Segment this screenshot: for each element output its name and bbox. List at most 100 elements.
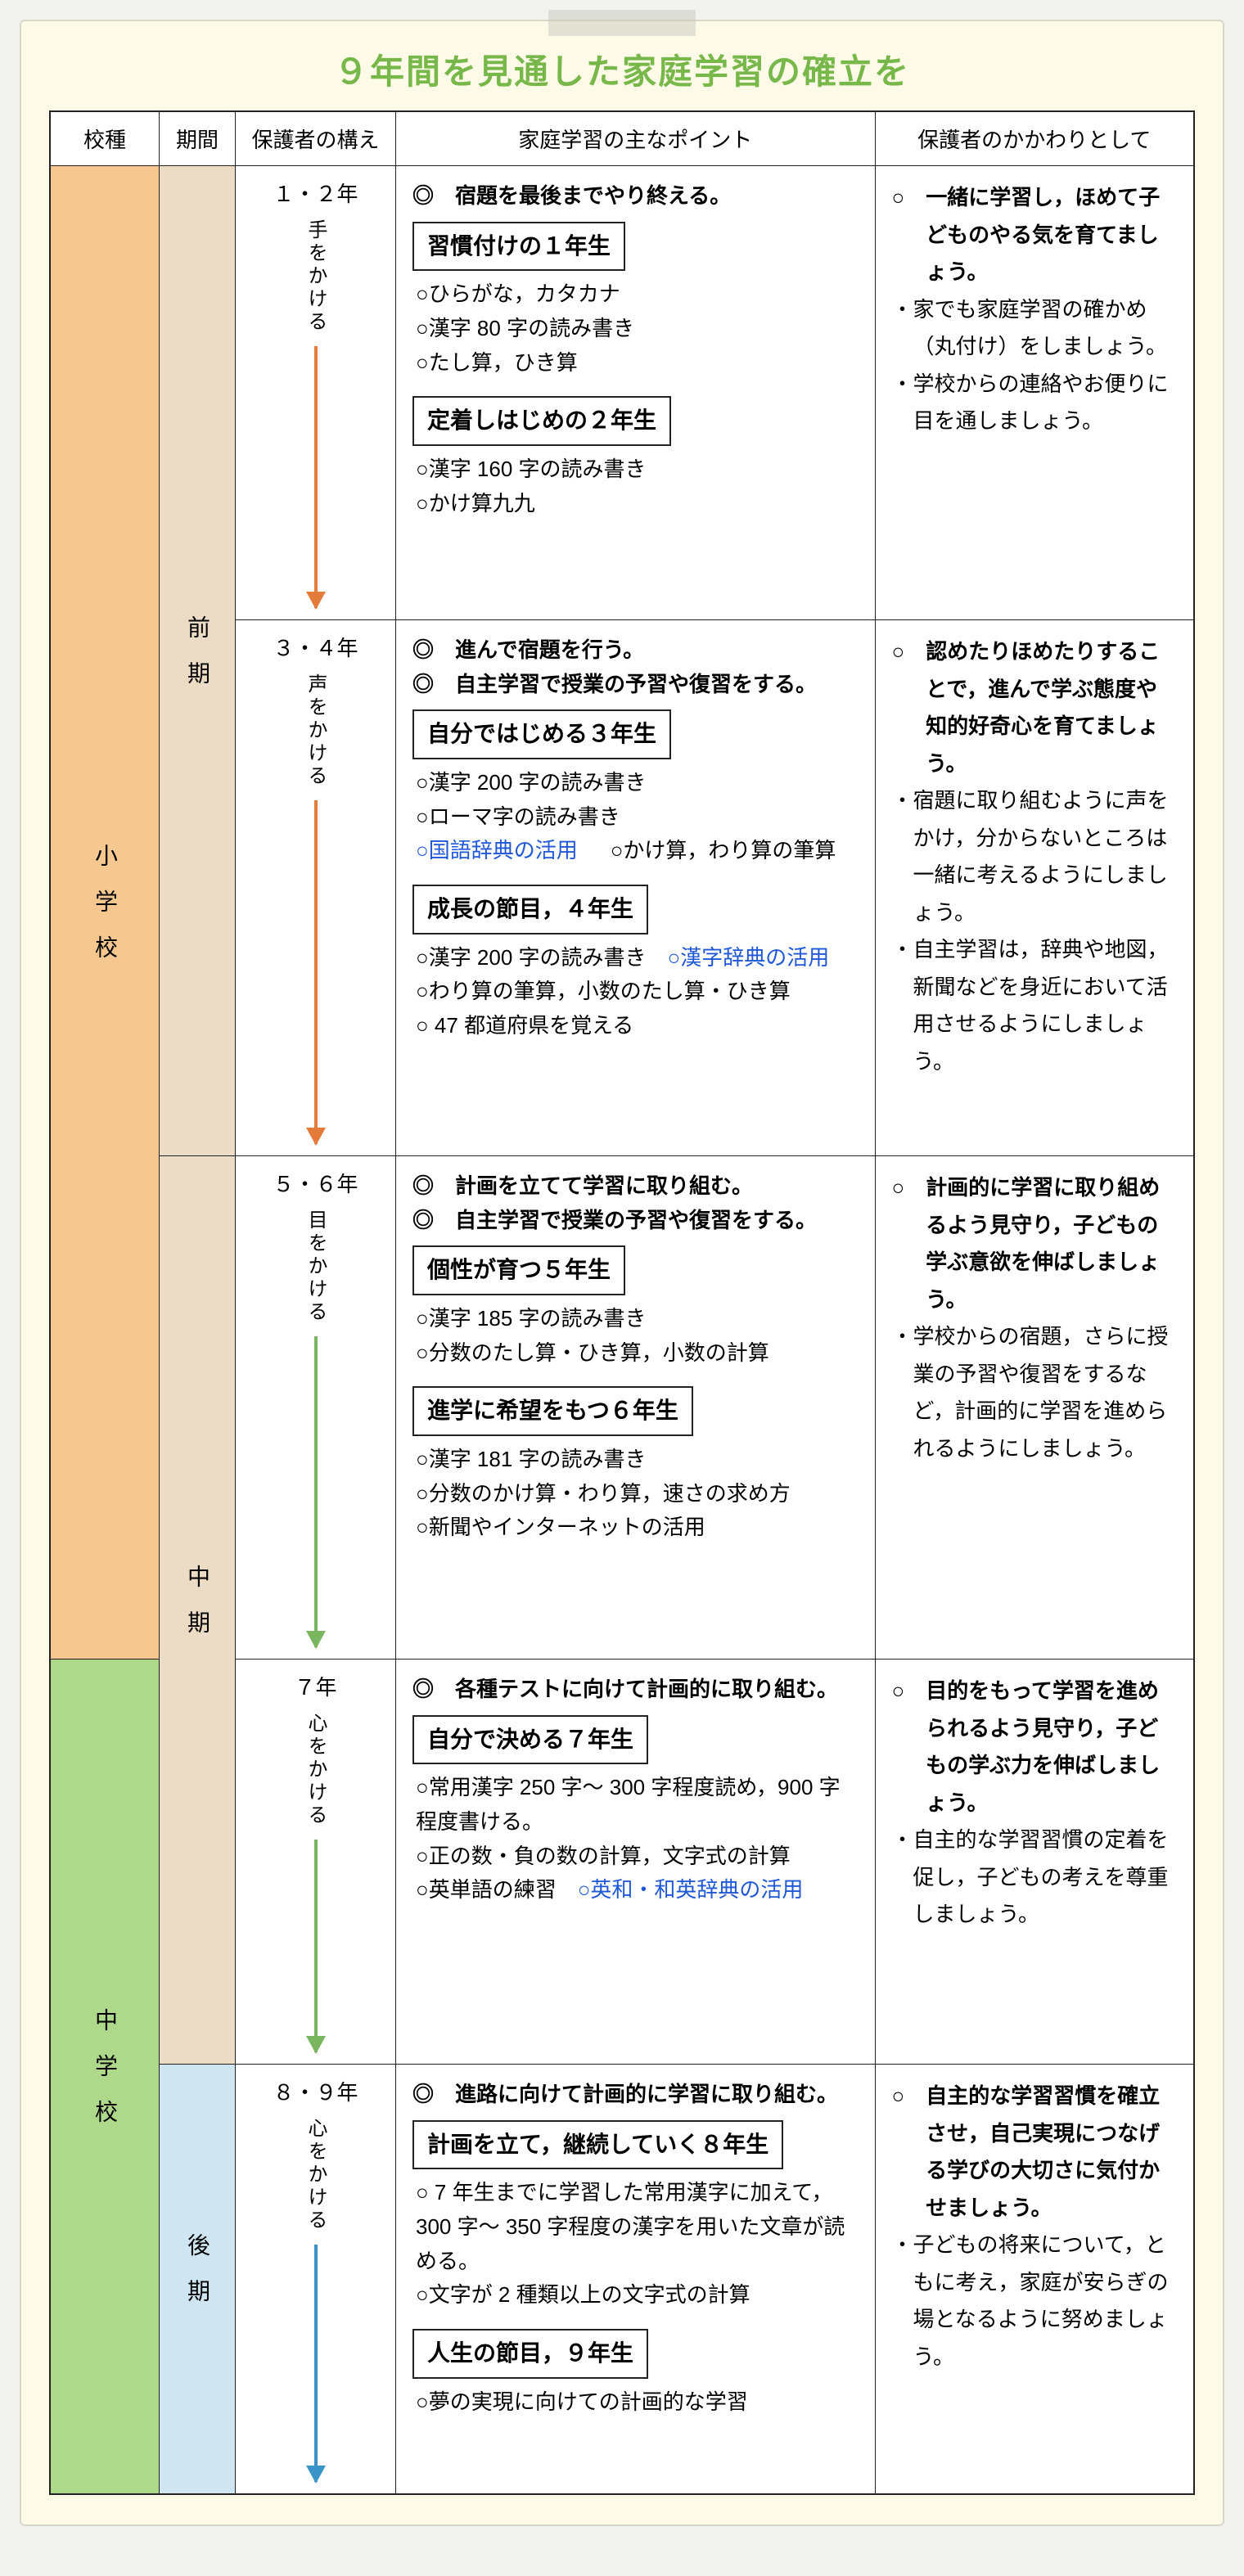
item: ○漢字 181 字の読み書き <box>416 1443 859 1477</box>
stance-r34: 声をかける <box>301 673 330 788</box>
item: ○漢字 200 字の読み書き ○漢字辞典の活用 <box>416 941 859 975</box>
header-row: 校種 期間 保護者の構え 家庭学習の主なポイント 保護者のかかわりとして <box>50 111 1194 166</box>
row-r56: 中期 ５・６年 目をかける ◎ 計画を立てて学習に取り組む。◎ 自主学習で授業の… <box>50 1156 1194 1660</box>
stance-cell-r56: ５・６年 目をかける <box>236 1156 396 1660</box>
grade-box: 人生の節目，９年生 <box>412 2329 648 2379</box>
item: ○分数のかけ算・わり算，速さの求め方 <box>416 1477 859 1511</box>
item: ○漢字 185 字の読み書き <box>416 1302 859 1336</box>
grade-box: 計画を立て，継続していく８年生 <box>412 2120 783 2170</box>
parent-r89: ○ 自主的な学習習慣を確立させ，自己実現につなげる学びの大切さに気付かせましょう… <box>875 2065 1194 2495</box>
grade-box: 進学に希望をもつ６年生 <box>412 1386 693 1436</box>
arrow-r89 <box>314 2245 318 2482</box>
grade-box: 定着しはじめの２年生 <box>412 396 671 446</box>
arrow-r34 <box>314 800 318 1144</box>
hdr-school: 校種 <box>50 111 160 166</box>
parent-sub: ・宿題に取り組むように声をかけ，分からないところは一緒に考えるようにしましょう。 <box>892 782 1178 931</box>
stance-r7: 心をかける <box>301 1713 330 1827</box>
parent-r12: ○ 一緒に学習し，ほめて子どものやる気を育てましょう。・家でも家庭学習の確かめ（… <box>875 166 1194 620</box>
years-r7: ７年 <box>244 1671 387 1701</box>
stance-r56: 目をかける <box>301 1209 330 1324</box>
item: ○ひらがな，カタカナ <box>416 277 859 312</box>
study-table: 校種 期間 保護者の構え 家庭学習の主なポイント 保護者のかかわりとして 小学校… <box>49 110 1195 2495</box>
parent-lead: ○ 自主的な学習習慣を確立させ，自己実現につなげる学びの大切さに気付かせましょう… <box>892 2078 1178 2227</box>
item: ○わり算の筆算，小数のたし算・ひき算 <box>416 975 859 1009</box>
parent-sub: ・学校からの連絡やお便りに目を通しましょう。 <box>892 366 1178 440</box>
stance-r12: 手をかける <box>301 219 330 334</box>
stance-cell-r12: １・２年 手をかける <box>236 166 396 620</box>
stance-cell-r34: ３・４年 声をかける <box>236 620 396 1156</box>
row-r89: 後期 ８・９年 心をかける ◎ 進路に向けて計画的に学習に取り組む。計画を立て，… <box>50 2065 1194 2495</box>
arrow-r56 <box>314 1336 318 1647</box>
parent-lead: ○ 計画的に学習に取り組めるよう見守り，子どもの学ぶ意欲を伸ばしましょう。 <box>892 1169 1178 1318</box>
parent-lead: ○ 認めたりほめたりすることで，進んで学ぶ態度や知的好奇心を育てましょう。 <box>892 633 1178 782</box>
stance-cell-r89: ８・９年 心をかける <box>236 2065 396 2495</box>
parent-lead: ○ 一緒に学習し，ほめて子どものやる気を育てましょう。 <box>892 179 1178 291</box>
parent-r34: ○ 認めたりほめたりすることで，進んで学ぶ態度や知的好奇心を育てましょう。・宿題… <box>875 620 1194 1156</box>
period-early: 前期 <box>160 166 236 1156</box>
parent-lead: ○ 目的をもって学習を進められるよう見守り，子どもの学ぶ力を伸ばしましょう。 <box>892 1673 1178 1822</box>
parent-sub: ・家でも家庭学習の確かめ（丸付け）をしましょう。 <box>892 291 1178 366</box>
tape-decoration <box>548 10 696 36</box>
grade-box: 自分ではじめる３年生 <box>412 709 671 759</box>
item: ○分数のたし算・ひき算，小数の計算 <box>416 1336 859 1371</box>
item: ○ 7 年生までに学習した常用漢字に加えて，300 字〜 350 字程度の漢字を… <box>416 2176 859 2278</box>
item: ○英単語の練習 ○英和・和英辞典の活用 <box>416 1873 859 1907</box>
item-list: ○ひらがな，カタカナ○漢字 80 字の読み書き○たし算，ひき算 <box>416 277 859 380</box>
lead: ◎ 自主学習で授業の予習や復習をする。 <box>412 668 859 702</box>
years-r89: ８・９年 <box>244 2076 387 2106</box>
lead: ◎ 自主学習で授業の予習や復習をする。 <box>412 1204 859 1238</box>
row-r12: 小学校 前期 １・２年 手をかける ◎ 宿題を最後までやり終える。習慣付けの１年… <box>50 166 1194 620</box>
item: ○ 47 都道府県を覚える <box>416 1009 859 1043</box>
grade-box: 自分で決める７年生 <box>412 1715 648 1765</box>
hdr-stance: 保護者の構え <box>236 111 396 166</box>
item: ○正の数・負の数の計算，文字式の計算 <box>416 1840 859 1874</box>
lead: ◎ 計画を立てて学習に取り組む。 <box>412 1169 859 1204</box>
arrow-r12 <box>314 346 318 608</box>
parent-sub: ・子どもの将来について，ともに考え，家庭が安らぎの場となるように努めましょう。 <box>892 2227 1178 2376</box>
item-list: ○漢字 160 字の読み書き○かけ算九九 <box>416 453 859 520</box>
stance-r89: 心をかける <box>301 2118 330 2232</box>
hdr-points: 家庭学習の主なポイント <box>396 111 876 166</box>
points-r34: ◎ 進んで宿題を行う。◎ 自主学習で授業の予習や復習をする。自分ではじめる３年生… <box>396 620 876 1156</box>
item: ○たし算，ひき算 <box>416 346 859 381</box>
item-list: ○ 7 年生までに学習した常用漢字に加えて，300 字〜 350 字程度の漢字を… <box>416 2176 859 2312</box>
lead: ◎ 進路に向けて計画的に学習に取り組む。 <box>412 2078 859 2112</box>
years-r12: １・２年 <box>244 178 387 208</box>
item: ○文字が 2 種類以上の文字式の計算 <box>416 2278 859 2313</box>
grade-box: 個性が育つ５年生 <box>412 1245 625 1295</box>
item-list: ○漢字 185 字の読み書き○分数のたし算・ひき算，小数の計算 <box>416 1302 859 1370</box>
lead: ◎ 宿題を最後までやり終える。 <box>412 179 859 214</box>
school-jhs: 中学校 <box>50 1660 160 2495</box>
school-elem: 小学校 <box>50 166 160 1660</box>
item: ○新聞やインターネットの活用 <box>416 1511 859 1545</box>
item: ○漢字 80 字の読み書き <box>416 312 859 346</box>
item-list: ○漢字 181 字の読み書き○分数のかけ算・わり算，速さの求め方○新聞やインター… <box>416 1443 859 1545</box>
parent-r7: ○ 目的をもって学習を進められるよう見守り，子どもの学ぶ力を伸ばしましょう。・自… <box>875 1660 1194 2065</box>
hdr-parent: 保護者のかかわりとして <box>875 111 1194 166</box>
stance-cell-r7: ７年 心をかける <box>236 1660 396 2065</box>
hdr-period: 期間 <box>160 111 236 166</box>
period-late: 後期 <box>160 2065 236 2495</box>
years-r56: ５・６年 <box>244 1168 387 1198</box>
item-list: ○漢字 200 字の読み書き ○漢字辞典の活用○わり算の筆算，小数のたし算・ひき… <box>416 941 859 1043</box>
lead: ◎ 各種テストに向けて計画的に取り組む。 <box>412 1673 859 1707</box>
item: ○国語辞典の活用 ○かけ算，わり算の筆算 <box>416 834 859 868</box>
years-r34: ３・４年 <box>244 632 387 662</box>
page-title: ９年間を見通した家庭学習の確立を <box>49 44 1195 94</box>
item-list: ○漢字 200 字の読み書き○ローマ字の読み書き○国語辞典の活用 ○かけ算，わり… <box>416 766 859 868</box>
points-r7: ◎ 各種テストに向けて計画的に取り組む。自分で決める７年生 ○常用漢字 250 字… <box>396 1660 876 2065</box>
item: ○ローマ字の読み書き <box>416 800 859 835</box>
parent-sub: ・学校からの宿題，さらに授業の予習や復習をするなど，計画的に学習を進められるよう… <box>892 1318 1178 1467</box>
item: ○かけ算九九 <box>416 487 859 521</box>
points-r89: ◎ 進路に向けて計画的に学習に取り組む。計画を立て，継続していく８年生 ○ 7 年… <box>396 2065 876 2495</box>
parent-r56: ○ 計画的に学習に取り組めるよう見守り，子どもの学ぶ意欲を伸ばしましょう。・学校… <box>875 1156 1194 1660</box>
page: ９年間を見通した家庭学習の確立を 校種 期間 保護者の構え 家庭学習の主なポイン… <box>20 20 1224 2526</box>
period-mid: 中期 <box>160 1156 236 2065</box>
item: ○夢の実現に向けての計画的な学習 <box>416 2385 859 2420</box>
parent-sub: ・自主的な学習習慣の定着を促し，子どもの考えを尊重しましょう。 <box>892 1822 1178 1934</box>
grade-box: 成長の節目，４年生 <box>412 885 648 934</box>
lead: ◎ 進んで宿題を行う。 <box>412 633 859 668</box>
item-list: ○常用漢字 250 字〜 300 字程度読め，900 字程度書ける。○正の数・負… <box>416 1771 859 1907</box>
item: ○常用漢字 250 字〜 300 字程度読め，900 字程度書ける。 <box>416 1771 859 1839</box>
points-r12: ◎ 宿題を最後までやり終える。習慣付けの１年生○ひらがな，カタカナ○漢字 80 … <box>396 166 876 620</box>
